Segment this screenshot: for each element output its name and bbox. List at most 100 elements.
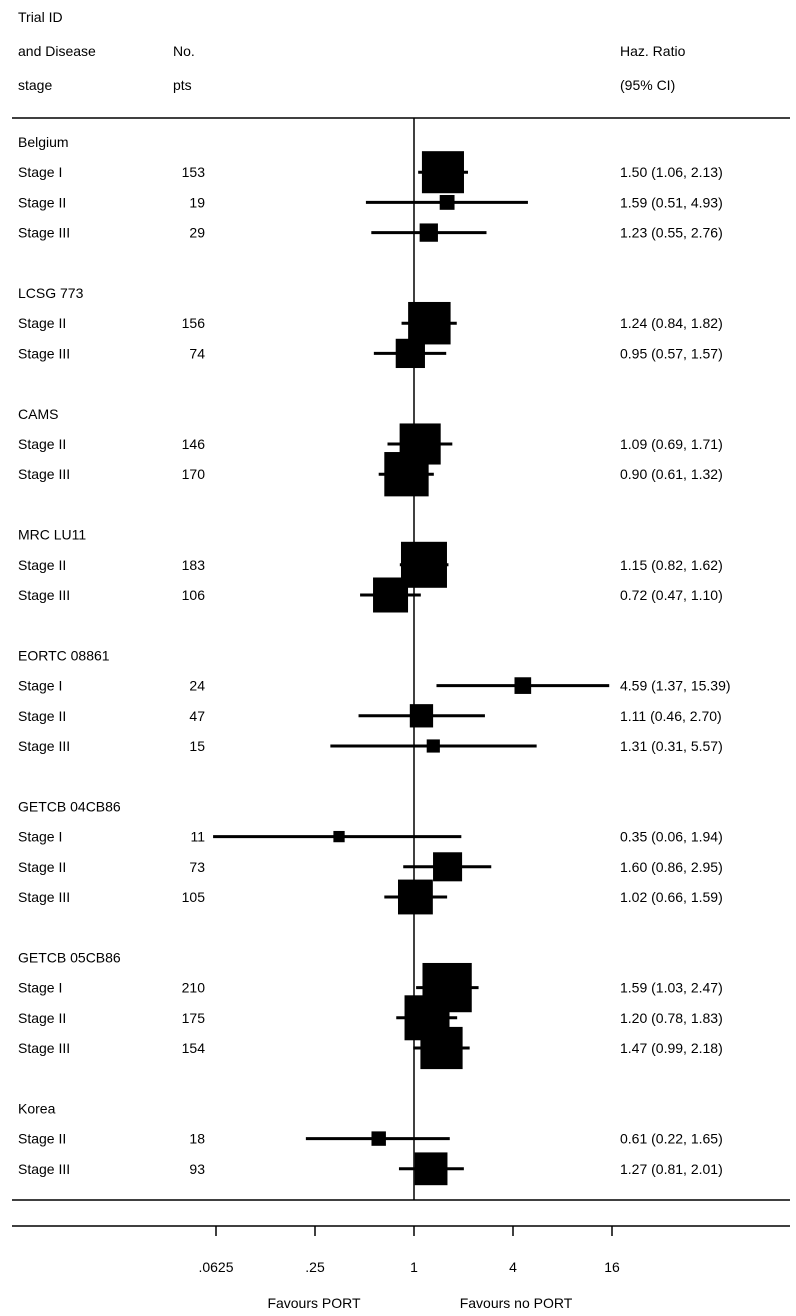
hr-ci-text: 1.24 (0.84, 1.82) — [620, 315, 723, 331]
pts-value: 106 — [182, 587, 206, 603]
hr-point-marker — [408, 301, 451, 345]
header-pts-line-1: No. — [173, 43, 195, 59]
hr-ci-text: 1.11 (0.46, 2.70) — [620, 708, 722, 724]
x-tick-label: 16 — [604, 1259, 620, 1275]
table-header: Trial ID and Disease stage No. pts Haz. … — [18, 9, 686, 93]
hr-ci-text: 1.31 (0.31, 5.57) — [620, 738, 723, 754]
pts-value: 19 — [189, 194, 205, 210]
stage-label: Stage II — [18, 557, 66, 573]
header-trial-line-1: Trial ID — [18, 9, 63, 25]
hr-point-marker — [395, 338, 425, 369]
favours-left-label: Favours PORT — [267, 1295, 361, 1311]
pts-value: 183 — [182, 557, 206, 573]
pts-value: 170 — [182, 466, 206, 482]
study-rows: Belgium Stage I 153 1.50 (1.06, 2.13) Stage … — [18, 134, 731, 1186]
pts-value: 210 — [182, 980, 206, 996]
hr-point-marker — [439, 194, 455, 210]
stage-label: Stage II — [18, 194, 66, 210]
pts-value: 74 — [189, 345, 205, 361]
pts-value: 18 — [189, 1131, 205, 1147]
pts-value: 153 — [182, 164, 206, 180]
hr-point-marker — [419, 223, 438, 242]
header-trial-line-3: stage — [18, 77, 52, 93]
hr-ci-text: 1.47 (0.99, 2.18) — [620, 1040, 723, 1056]
hr-ci-text: 1.20 (0.78, 1.83) — [620, 1010, 723, 1026]
group-label: LCSG 773 — [18, 285, 84, 301]
stage-label: Stage III — [18, 587, 70, 603]
hr-ci-text: 1.50 (1.06, 2.13) — [620, 164, 723, 180]
stage-label: Stage I — [18, 980, 62, 996]
stage-label: Stage II — [18, 859, 66, 875]
group-label: GETCB 04CB86 — [18, 798, 121, 814]
hr-ci-text: 1.02 (0.66, 1.59) — [620, 889, 723, 905]
hr-ci-text: 0.72 (0.47, 1.10) — [620, 587, 723, 603]
hr-point-marker — [371, 1131, 386, 1146]
stage-label: Stage I — [18, 678, 62, 694]
group-label: Belgium — [18, 134, 69, 150]
stage-label: Stage II — [18, 436, 66, 452]
stage-label: Stage II — [18, 708, 66, 724]
hr-ci-text: 1.59 (0.51, 4.93) — [620, 194, 723, 210]
pts-value: 93 — [189, 1161, 205, 1177]
stage-label: Stage III — [18, 889, 70, 905]
stage-label: Stage III — [18, 345, 70, 361]
pts-value: 15 — [189, 738, 205, 754]
stage-label: Stage I — [18, 164, 62, 180]
hr-ci-text: 0.95 (0.57, 1.57) — [620, 345, 723, 361]
x-tick-label: .0625 — [198, 1259, 233, 1275]
x-axis: .0625 .25 1 4 16 — [198, 1226, 620, 1275]
group-label: GETCB 05CB86 — [18, 949, 121, 965]
pts-value: 146 — [182, 436, 206, 452]
favours-right-label: Favours no PORT — [460, 1295, 573, 1311]
hr-point-marker — [426, 739, 440, 753]
stage-label: Stage III — [18, 466, 70, 482]
hr-point-marker — [373, 577, 409, 613]
x-tick-label: .25 — [305, 1259, 325, 1275]
hr-point-marker — [433, 852, 463, 882]
stage-label: Stage II — [18, 1131, 66, 1147]
x-tick-label: 4 — [509, 1259, 517, 1275]
hr-point-marker — [420, 1026, 463, 1070]
hr-point-marker — [400, 541, 447, 588]
hr-ci-text: 1.09 (0.69, 1.71) — [620, 436, 723, 452]
pts-value: 73 — [189, 859, 205, 875]
hr-point-marker — [421, 151, 464, 194]
pts-value: 47 — [189, 708, 205, 724]
pts-value: 11 — [190, 829, 205, 845]
stage-label: Stage III — [18, 1161, 70, 1177]
group-label: CAMS — [18, 406, 58, 422]
hr-ci-text: 0.35 (0.06, 1.94) — [620, 829, 723, 845]
stage-label: Stage III — [18, 738, 70, 754]
stage-label: Stage I — [18, 829, 62, 845]
header-pts-line-2: pts — [173, 77, 192, 93]
hr-ci-text: 1.60 (0.86, 2.95) — [620, 859, 723, 875]
pts-value: 156 — [182, 315, 206, 331]
hr-point-marker — [409, 704, 434, 728]
pts-value: 175 — [182, 1010, 206, 1026]
stage-label: Stage II — [18, 315, 66, 331]
header-hr-line-2: (95% CI) — [620, 77, 675, 93]
hr-ci-text: 1.15 (0.82, 1.62) — [620, 557, 723, 573]
header-hr-line-1: Haz. Ratio — [620, 43, 686, 59]
hr-ci-text: 0.61 (0.22, 1.65) — [620, 1131, 723, 1147]
hr-ci-text: 1.23 (0.55, 2.76) — [620, 225, 723, 241]
hr-ci-text: 1.59 (1.03, 2.47) — [620, 980, 723, 996]
stage-label: Stage III — [18, 1040, 70, 1056]
pts-value: 24 — [189, 678, 205, 694]
hr-point-marker — [333, 830, 345, 843]
pts-value: 105 — [182, 889, 206, 905]
pts-value: 154 — [182, 1040, 206, 1056]
hr-ci-text: 1.27 (0.81, 2.01) — [620, 1161, 723, 1177]
hr-point-marker — [414, 1152, 448, 1186]
x-tick-label: 1 — [410, 1259, 418, 1275]
pts-value: 29 — [189, 225, 205, 241]
hr-ci-text: 0.90 (0.61, 1.32) — [620, 466, 723, 482]
hr-point-marker — [397, 879, 433, 915]
stage-label: Stage II — [18, 1010, 66, 1026]
group-label: Korea — [18, 1100, 56, 1116]
group-label: MRC LU11 — [18, 527, 86, 543]
stage-label: Stage III — [18, 225, 70, 241]
header-trial-line-2: and Disease — [18, 43, 96, 59]
hr-point-marker — [514, 677, 532, 694]
